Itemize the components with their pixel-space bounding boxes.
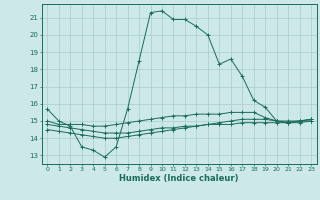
X-axis label: Humidex (Indice chaleur): Humidex (Indice chaleur) — [119, 174, 239, 183]
